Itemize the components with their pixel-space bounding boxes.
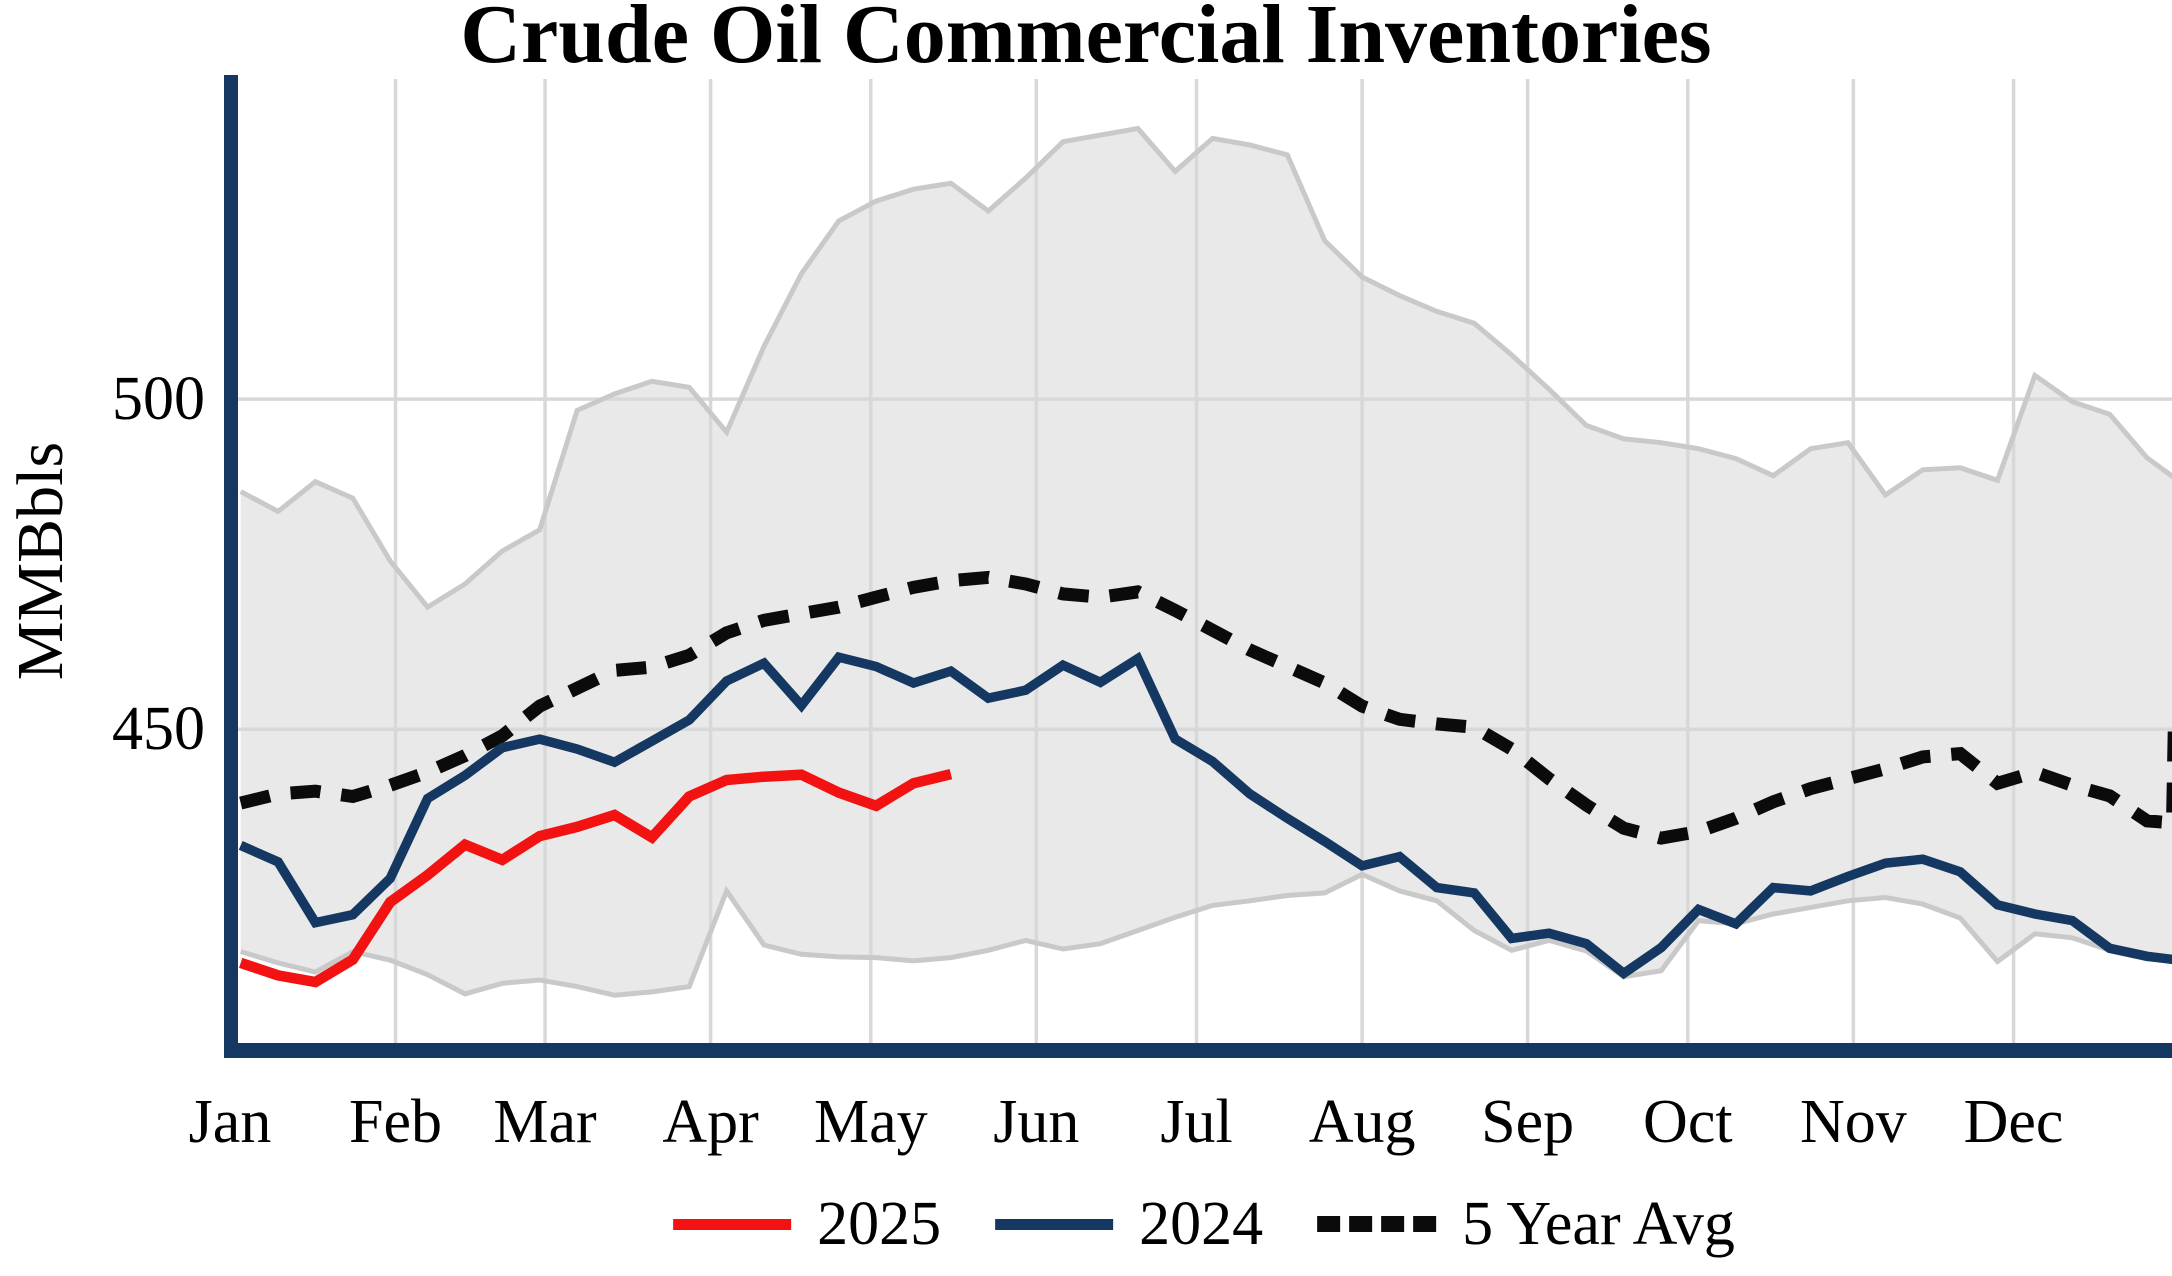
band-min-edge [239,871,2172,998]
y-axis-line [224,75,238,1058]
x-axis-line [224,1043,2172,1058]
x-month-label-Jan: Jan [188,1088,272,1156]
series-line-5-year-avg [239,570,2172,845]
x-month-label-Aug: Aug [1308,1088,1416,1156]
x-month-label-Jun: Jun [993,1088,1080,1156]
x-month-label-Oct: Oct [1643,1088,1733,1156]
x-month-label-Nov: Nov [1799,1088,1907,1156]
x-month-label-Feb: Feb [349,1088,443,1156]
x-month-label-Sep: Sep [1481,1088,1575,1156]
legend-swatch-5yr-avg-dotted [1317,1216,1437,1232]
legend-swatch-2025 [673,1218,792,1230]
legend-item-5yr-avg: 5 Year Avg [1317,1189,1735,1260]
legend-swatch-2024 [995,1218,1114,1230]
x-month-label-Apr: Apr [662,1088,759,1156]
x-month-label-Mar: Mar [493,1088,597,1156]
series-line-2025 [239,769,953,988]
y-tick-label-500: 500 [112,365,205,434]
legend-item-2025: 2025 [673,1189,941,1260]
x-month-label-May: May [813,1088,928,1156]
x-month-label-Dec: Dec [1963,1088,2064,1156]
band-max-edge [239,125,2172,611]
chart-title: Crude Oil Commercial Inventories [460,0,1712,81]
series-line-2024 [238,651,2172,980]
legend: 2025 2024 5 Year Avg [673,1186,1735,1262]
y-tick-label-450: 450 [112,695,205,764]
legend-label-5yr-avg: 5 Year Avg [1462,1189,1735,1258]
x-month-label-Jul: Jul [1160,1088,1233,1156]
legend-item-2024: 2024 [995,1189,1263,1260]
legend-label-2025: 2025 [817,1189,942,1258]
legend-label-2024: 2024 [1139,1189,1264,1258]
